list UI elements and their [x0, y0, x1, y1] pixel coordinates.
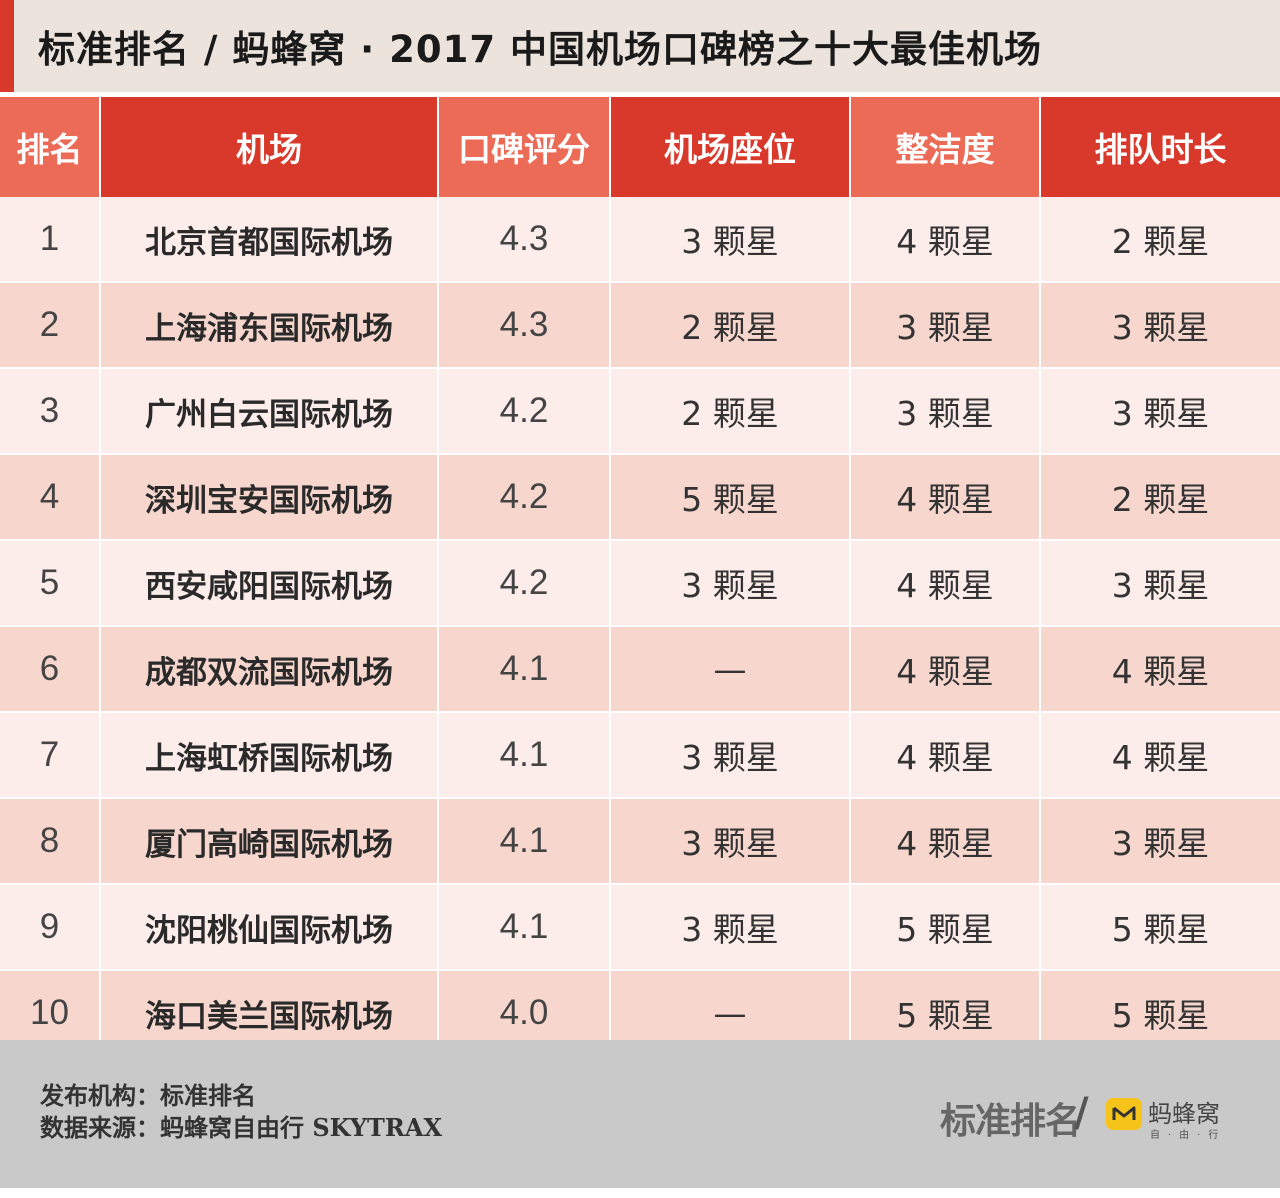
- publisher-text: 发布机构：标准排名: [40, 1081, 256, 1110]
- score-cell: 4.1: [438, 884, 611, 971]
- seats-cell: 5 颗星: [610, 454, 851, 541]
- cleanliness-cell: 4 颗星: [850, 197, 1041, 283]
- header-queue-time: 排队时长: [1040, 97, 1280, 197]
- table-row: 7 上海虹桥国际机场 4.1 3 颗星 4 颗星 4 颗星: [0, 712, 1280, 799]
- table-row: 1 北京首都国际机场 4.3 3 颗星 4 颗星 2 颗星: [0, 197, 1280, 283]
- seats-cell: 3 颗星: [610, 712, 851, 799]
- queue-time-cell: 3 颗星: [1040, 540, 1280, 627]
- queue-time-cell: 2 颗星: [1040, 454, 1280, 541]
- title-bar: 标准排名 / 蚂蜂窝 · 2017 中国机场口碑榜之十大最佳机场: [0, 0, 1280, 92]
- rank-cell: 2: [0, 282, 101, 369]
- logo-separator: /: [1074, 1090, 1089, 1136]
- seats-cell: 3 颗星: [610, 798, 851, 885]
- queue-time-cell: 4 颗星: [1040, 626, 1280, 713]
- airport-cell: 北京首都国际机场: [100, 197, 439, 283]
- cleanliness-cell: 4 颗星: [850, 454, 1041, 541]
- cleanliness-cell: 4 颗星: [850, 540, 1041, 627]
- rank-cell: 4: [0, 454, 101, 541]
- seats-cell: —: [610, 626, 851, 713]
- cleanliness-cell: 4 颗星: [850, 626, 1041, 713]
- airport-cell: 广州白云国际机场: [100, 368, 439, 455]
- cleanliness-cell: 5 颗星: [850, 884, 1041, 971]
- ranking-table: 排名 机场 口碑评分 机场座位 整洁度 排队时长 1 北京首都国际机场 4.3 3 颗…: [0, 97, 1280, 1057]
- biaozhun-logo: 标准排名: [940, 1101, 1081, 1142]
- airport-cell: 上海虹桥国际机场: [100, 712, 439, 799]
- footer: 发布机构：标准排名 数据来源：蚂蜂窝自由行 SKYTRAX 标准排名 / 蚂蜂窝…: [0, 1040, 1280, 1188]
- header-cleanliness: 整洁度: [850, 97, 1041, 197]
- table-row: 9 沈阳桃仙国际机场 4.1 3 颗星 5 颗星 5 颗星: [0, 884, 1280, 971]
- airport-cell: 西安咸阳国际机场: [100, 540, 439, 627]
- queue-time-cell: 3 颗星: [1040, 282, 1280, 369]
- cleanliness-cell: 3 颗星: [850, 282, 1041, 369]
- table-row: 8 厦门高崎国际机场 4.1 3 颗星 4 颗星 3 颗星: [0, 798, 1280, 885]
- page-title: 标准排名 / 蚂蜂窝 · 2017 中国机场口碑榜之十大最佳机场: [38, 28, 1042, 71]
- score-cell: 4.3: [438, 282, 611, 369]
- seats-cell: 2 颗星: [610, 368, 851, 455]
- table-row: 2 上海浦东国际机场 4.3 2 颗星 3 颗星 3 颗星: [0, 282, 1280, 369]
- cleanliness-cell: 4 颗星: [850, 798, 1041, 885]
- table-row: 6 成都双流国际机场 4.1—4 颗星 4 颗星: [0, 626, 1280, 713]
- cleanliness-cell: 4 颗星: [850, 712, 1041, 799]
- table-header-row: 排名 机场 口碑评分 机场座位 整洁度 排队时长: [0, 97, 1280, 197]
- airport-cell: 沈阳桃仙国际机场: [100, 884, 439, 971]
- table-row: 4 深圳宝安国际机场 4.2 5 颗星 4 颗星 2 颗星: [0, 454, 1280, 541]
- score-cell: 4.1: [438, 626, 611, 713]
- mafengwo-logo-icon: [1106, 1098, 1142, 1130]
- airport-cell: 厦门高崎国际机场: [100, 798, 439, 885]
- rank-cell: 9: [0, 884, 101, 971]
- rank-cell: 6: [0, 626, 101, 713]
- queue-time-cell: 3 颗星: [1040, 368, 1280, 455]
- score-cell: 4.2: [438, 540, 611, 627]
- seats-cell: 3 颗星: [610, 197, 851, 283]
- header-score: 口碑评分: [438, 97, 611, 197]
- score-cell: 4.3: [438, 197, 611, 283]
- queue-time-cell: 3 颗星: [1040, 798, 1280, 885]
- queue-time-cell: 5 颗星: [1040, 884, 1280, 971]
- header-rank: 排名: [0, 97, 101, 197]
- score-cell: 4.2: [438, 454, 611, 541]
- score-cell: 4.1: [438, 798, 611, 885]
- seats-cell: 2 颗星: [610, 282, 851, 369]
- rank-cell: 5: [0, 540, 101, 627]
- bottom-strip: [0, 1190, 1280, 1198]
- rank-cell: 8: [0, 798, 101, 885]
- header-seats: 机场座位: [610, 97, 851, 197]
- queue-time-cell: 4 颗星: [1040, 712, 1280, 799]
- airport-cell: 上海浦东国际机场: [100, 282, 439, 369]
- rank-cell: 3: [0, 368, 101, 455]
- mafengwo-name: 蚂蜂窝: [1148, 1100, 1220, 1128]
- score-cell: 4.1: [438, 712, 611, 799]
- rank-cell: 7: [0, 712, 101, 799]
- table-row: 5 西安咸阳国际机场 4.2 3 颗星 4 颗星 3 颗星: [0, 540, 1280, 627]
- mafengwo-subtitle: 自·由·行: [1150, 1130, 1227, 1141]
- source-text: 数据来源：蚂蜂窝自由行 SKYTRAX: [40, 1113, 443, 1142]
- table-row: 3 广州白云国际机场 4.2 2 颗星 3 颗星 3 颗星: [0, 368, 1280, 455]
- airport-cell: 成都双流国际机场: [100, 626, 439, 713]
- seats-cell: 3 颗星: [610, 540, 851, 627]
- seats-cell: 3 颗星: [610, 884, 851, 971]
- queue-time-cell: 2 颗星: [1040, 197, 1280, 283]
- header-airport: 机场: [100, 97, 439, 197]
- score-cell: 4.2: [438, 368, 611, 455]
- airport-cell: 深圳宝安国际机场: [100, 454, 439, 541]
- cleanliness-cell: 3 颗星: [850, 368, 1041, 455]
- rank-cell: 1: [0, 197, 101, 283]
- title-accent-bar: [0, 0, 14, 92]
